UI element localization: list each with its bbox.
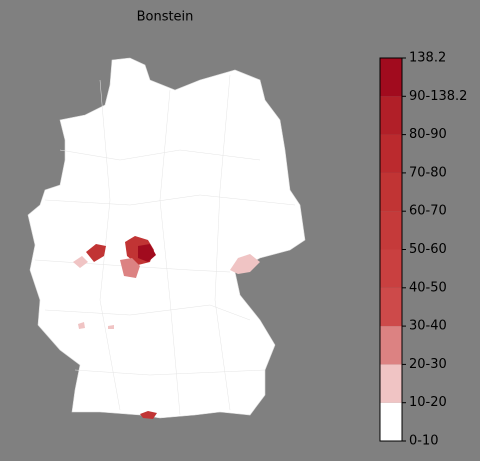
region-low xyxy=(108,325,114,329)
region-low xyxy=(78,322,85,329)
colorbar-label: 0-10 xyxy=(409,434,439,449)
colorbar-segment xyxy=(380,134,402,173)
region-low xyxy=(230,254,260,274)
colorbar-label: 90-138.2 xyxy=(409,89,467,104)
colorbar-segment xyxy=(380,326,402,365)
colorbar-label: 40-50 xyxy=(409,280,447,295)
map-title: Bonstein xyxy=(137,10,194,25)
region-high xyxy=(86,244,106,262)
colorbar: 0-10 10-20 20-30 30-40 40-50 50-60 60-70 70-80 8… xyxy=(379,51,467,449)
region-low xyxy=(73,256,88,268)
colorbar-segment xyxy=(380,211,402,250)
colorbar-segment xyxy=(380,287,402,327)
country-outline xyxy=(27,57,306,419)
colorbar-segment xyxy=(380,58,402,97)
colorbar-label: 60-70 xyxy=(409,204,447,219)
colorbar-label: 20-30 xyxy=(409,357,447,372)
region-high xyxy=(140,411,157,419)
colorbar-label: 138.2 xyxy=(409,51,446,66)
colorbar-label: 70-80 xyxy=(409,165,447,180)
colorbar-segment xyxy=(380,172,402,212)
colorbar-label: 50-60 xyxy=(409,242,447,257)
colorbar-label: 10-20 xyxy=(409,395,447,410)
colorbar-segment xyxy=(380,402,402,441)
colorbar-label: 30-40 xyxy=(409,319,447,334)
colorbar-segment xyxy=(380,96,402,135)
colorbar-segment xyxy=(380,249,402,288)
region-mid xyxy=(120,258,140,278)
colorbar-segment xyxy=(380,364,402,403)
region-highest xyxy=(138,244,156,262)
colorbar-label: 80-90 xyxy=(409,127,447,142)
